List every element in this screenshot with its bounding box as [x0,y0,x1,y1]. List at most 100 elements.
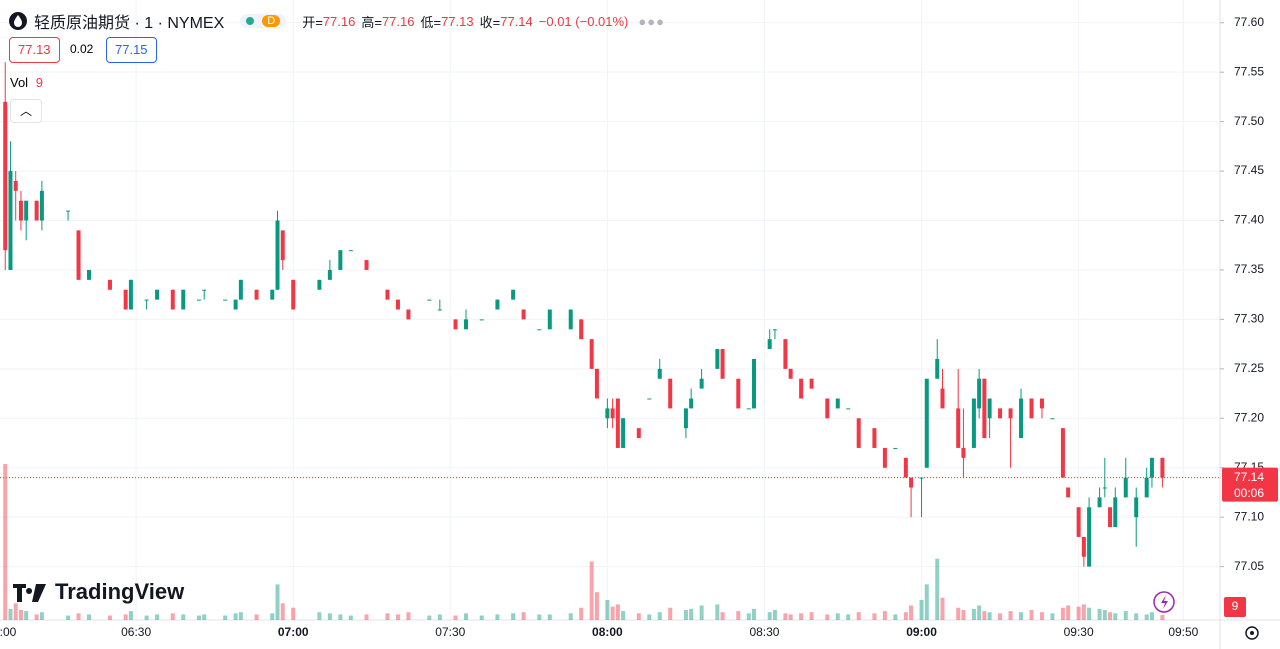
volume-bar [1144,614,1149,620]
candle-body [788,368,793,379]
candle-body [605,408,610,419]
candle-body [893,447,898,449]
candle-body [270,289,275,300]
volume-bar [233,613,238,620]
volume-bar [579,607,584,620]
candle-body [683,408,688,429]
candle-body [982,378,987,439]
logo-text: TradingView [55,579,185,604]
volume-bar [1087,607,1092,620]
candle-body [18,200,23,221]
candle-body [348,250,353,252]
candle-body [1066,487,1071,498]
volume-bar [1076,606,1081,620]
volume-bar [453,615,458,620]
candle-body [385,289,390,300]
status-dot [246,17,255,25]
candle-body [34,200,39,221]
volume-bar [846,614,851,620]
settings-button[interactable] [1245,626,1259,640]
volume-legend: Vol 9 [10,75,43,90]
volume-bar [76,613,81,620]
candle-body [568,309,573,330]
candle-body [977,378,982,409]
candle-body [479,319,484,321]
volume-bar [882,611,887,620]
candle-body [202,289,207,291]
candle-body [170,289,175,310]
candle-body [1097,497,1102,508]
volume-bar [767,612,772,620]
volume-bar [34,614,39,620]
volume-bar [87,614,92,620]
y-tick-label: 77.05 [1234,559,1264,573]
candle-body [107,279,112,290]
candle-body [327,269,332,280]
volume-bar [338,614,343,620]
candle-body [657,368,662,379]
sell-button[interactable]: 77.13 [9,37,60,63]
x-tick-label: 09:50 [1168,625,1198,639]
high-label: 高= [361,14,382,30]
volume-bar [715,604,720,620]
volume-bar [348,615,353,620]
candle-body [338,250,343,270]
candle-body [24,200,29,221]
volume-bar [1029,609,1034,620]
candle-body [537,329,542,331]
volume-bar [18,609,23,620]
candle-body [238,279,243,300]
candle-body [825,398,830,419]
volume-tag-label: 9 [1232,599,1239,613]
volume-bar [835,613,840,620]
volume-bar [1050,613,1055,620]
candle-body [636,428,641,439]
symbol[interactable]: 轻质原油期货 · 1 · NYMEX [34,15,225,32]
volume-bar [223,615,228,620]
price-tag [1222,467,1278,502]
lightning-button[interactable] [1153,591,1175,613]
candle-body [783,339,788,369]
volume-bar [13,603,18,620]
candle-body [699,378,704,389]
more-dots[interactable]: ●●● [638,13,665,29]
candle-body [464,319,469,330]
volume-bar [107,615,112,620]
volume-bar [699,605,704,620]
candle-body [935,358,940,379]
candle-body [453,319,458,330]
y-tick-label: 77.25 [1234,361,1264,375]
y-tick-label: 77.50 [1234,114,1264,128]
volume-bar [909,605,914,620]
candle-body [909,477,914,488]
volume-bar [547,614,552,620]
volume-bar [8,608,13,620]
volume-bar [961,609,966,620]
volume-bar [364,614,369,620]
volume-bar [856,612,861,620]
volume-bar [1008,611,1013,620]
volume-bar [1134,613,1139,620]
buy-button[interactable]: 77.15 [106,37,157,63]
status-badge[interactable]: D [240,14,287,28]
collapse-button[interactable]: ︿ [10,99,42,123]
candle-body [610,408,615,419]
candle-body [998,408,1003,419]
volume-bar [521,612,526,620]
y-tick-label: 77.30 [1234,312,1264,326]
candle-body [956,408,961,448]
candle-body [364,260,369,270]
price-tag-label: 77.14 [1234,470,1264,484]
candle-body [615,398,620,448]
volume-bar [24,611,29,620]
volume-bar [385,613,390,620]
candle-body [589,339,594,369]
candle-body [1087,507,1092,567]
volume-bar [621,611,626,620]
volume-bar [736,611,741,620]
volume-bar [254,614,259,620]
spread: 0.02 [70,42,94,56]
candle-body [317,279,322,290]
candle-body [233,299,238,310]
volume-bar [636,613,641,620]
